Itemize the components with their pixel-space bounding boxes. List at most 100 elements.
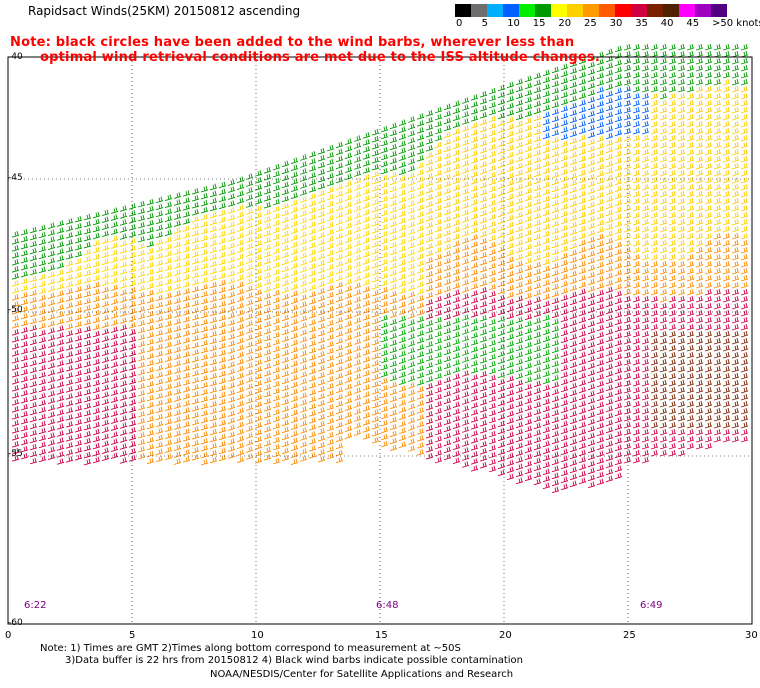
wind-barb <box>110 417 119 424</box>
wind-barb <box>11 378 20 385</box>
wind-barb <box>722 386 731 394</box>
wind-barb <box>407 410 416 417</box>
wind-barb <box>569 109 578 117</box>
wind-barb <box>596 359 605 367</box>
wind-barb <box>452 233 461 240</box>
wind-barb <box>659 120 668 128</box>
wind-barb <box>155 322 164 330</box>
wind-barb <box>650 246 659 254</box>
wind-barb <box>614 59 623 67</box>
wind-barb <box>335 281 344 289</box>
wind-barb <box>560 357 569 365</box>
wind-barb <box>569 410 578 418</box>
wind-barb <box>605 412 614 420</box>
wind-barb <box>128 343 137 350</box>
wind-barb <box>623 330 632 338</box>
wind-barb <box>56 248 65 255</box>
wind-barb <box>326 347 335 355</box>
legend-label: 25 <box>584 18 597 29</box>
wind-barb <box>686 421 695 429</box>
wind-barb <box>371 429 380 437</box>
wind-barb <box>695 43 704 51</box>
wind-barb <box>200 255 209 263</box>
wind-barb <box>20 263 29 271</box>
wind-barb <box>416 260 425 267</box>
wind-barb <box>344 215 353 222</box>
wind-barb <box>497 133 506 141</box>
wind-barb <box>317 252 326 260</box>
wind-barb <box>434 141 443 149</box>
wind-barb <box>722 435 731 443</box>
wind-barb <box>740 239 749 247</box>
wind-barb <box>605 230 614 238</box>
wind-barb <box>533 142 542 150</box>
wind-barb <box>227 431 236 438</box>
wind-barb <box>11 343 20 350</box>
wind-barb <box>29 310 38 318</box>
wind-barb <box>443 215 452 223</box>
wind-barb <box>713 197 722 205</box>
wind-barb <box>137 340 146 348</box>
wind-barb <box>722 92 731 100</box>
wind-barb <box>389 409 398 417</box>
wind-barb <box>605 328 614 336</box>
wind-barb <box>254 170 263 177</box>
wind-barb <box>560 70 569 78</box>
wind-barb <box>308 319 317 326</box>
wind-barb <box>632 155 641 163</box>
wind-barb <box>218 412 227 420</box>
wind-barb <box>659 176 668 184</box>
wind-barb <box>371 226 380 234</box>
wind-barb <box>209 288 218 296</box>
wind-barb <box>182 225 191 232</box>
wind-barb <box>650 211 659 219</box>
wind-barb <box>200 374 209 382</box>
wind-barb <box>317 385 326 393</box>
wind-barb <box>245 327 254 334</box>
wind-barb <box>479 97 488 105</box>
wind-barb <box>713 99 722 107</box>
wind-barb <box>587 131 596 139</box>
wind-barb <box>704 43 713 51</box>
wind-barb <box>623 92 632 100</box>
wind-barb <box>128 427 137 434</box>
wind-barb <box>290 451 299 458</box>
wind-barb <box>659 267 668 275</box>
wind-barb <box>641 113 650 121</box>
wind-barb <box>164 306 173 313</box>
wind-barb <box>47 348 56 355</box>
wind-barb <box>695 85 704 93</box>
wind-barb <box>506 116 515 124</box>
wind-barb <box>668 393 677 401</box>
wind-barb <box>506 123 515 131</box>
wind-barb <box>281 223 290 231</box>
wind-barb <box>506 151 515 159</box>
wind-barb <box>740 232 749 240</box>
wind-barb <box>497 301 506 309</box>
wind-barb <box>560 294 569 302</box>
wind-barb <box>578 421 587 429</box>
wind-barb <box>281 377 290 385</box>
wind-barb <box>416 113 425 120</box>
wind-barb <box>434 323 443 331</box>
wind-barb <box>272 443 281 451</box>
wind-barb <box>362 300 371 307</box>
wind-barb <box>416 183 425 190</box>
wind-barb <box>353 331 362 338</box>
wind-barb <box>461 265 470 272</box>
wind-barb <box>335 288 344 296</box>
wind-barb <box>650 190 659 198</box>
wind-barb <box>659 141 668 149</box>
wind-barb <box>470 129 479 136</box>
wind-barb <box>470 430 479 437</box>
wind-barb <box>353 219 362 226</box>
wind-barb <box>641 365 650 373</box>
wind-barb <box>695 316 704 324</box>
wind-barb <box>659 281 668 289</box>
wind-barb <box>272 310 281 318</box>
wind-barb <box>416 414 425 421</box>
wind-barb <box>65 232 74 239</box>
wind-barb <box>452 457 461 464</box>
wind-barb <box>191 236 200 244</box>
wind-barb <box>452 114 461 121</box>
